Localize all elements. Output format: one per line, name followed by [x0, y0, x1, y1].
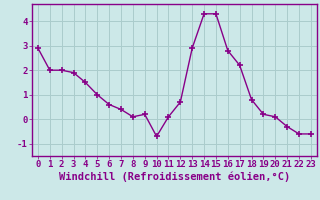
- X-axis label: Windchill (Refroidissement éolien,°C): Windchill (Refroidissement éolien,°C): [59, 172, 290, 182]
